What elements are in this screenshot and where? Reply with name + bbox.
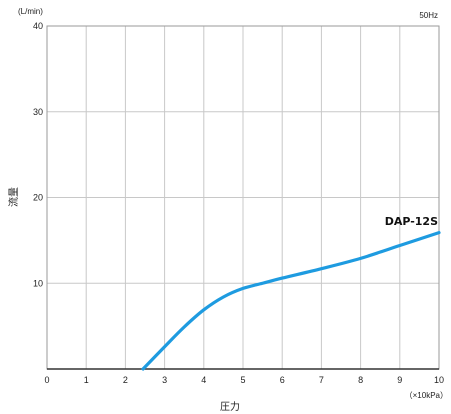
plot-frame: [46, 25, 440, 370]
series-label-dap-12s: DAP-12S: [385, 215, 438, 228]
x-tick-label: 2: [123, 375, 128, 385]
x-tick-label: 9: [397, 375, 402, 385]
x-tick-label: 1: [84, 375, 89, 385]
grid-lines: [47, 26, 439, 369]
x-tick-label: 3: [162, 375, 167, 385]
x-tick-label: 7: [319, 375, 324, 385]
x-tick-label: 4: [201, 375, 206, 385]
y-tick-label: 20: [33, 193, 43, 203]
y-tick-label: 10: [33, 278, 43, 288]
tick-labels: 0 1 2 3 4 5 6 7 8 9 10 10 20 30 40: [33, 21, 444, 385]
series-layer: [141, 231, 441, 371]
x-tick-label: 0: [44, 375, 49, 385]
y-unit-label: (L/min): [18, 7, 43, 16]
x-tick-label: 5: [240, 375, 245, 385]
y-axis-title: 流量: [7, 187, 20, 207]
x-tick-label: 6: [280, 375, 285, 385]
y-tick-label: 40: [33, 21, 43, 31]
x-axis-title: 圧力: [220, 400, 240, 413]
series-line-0: [141, 231, 441, 371]
frequency-label: 50Hz: [419, 11, 438, 20]
x-tick-label: 10: [434, 375, 444, 385]
x-tick-label: 8: [358, 375, 363, 385]
y-tick-label: 30: [33, 107, 43, 117]
x-unit-label: （×10kPa）: [405, 391, 448, 400]
